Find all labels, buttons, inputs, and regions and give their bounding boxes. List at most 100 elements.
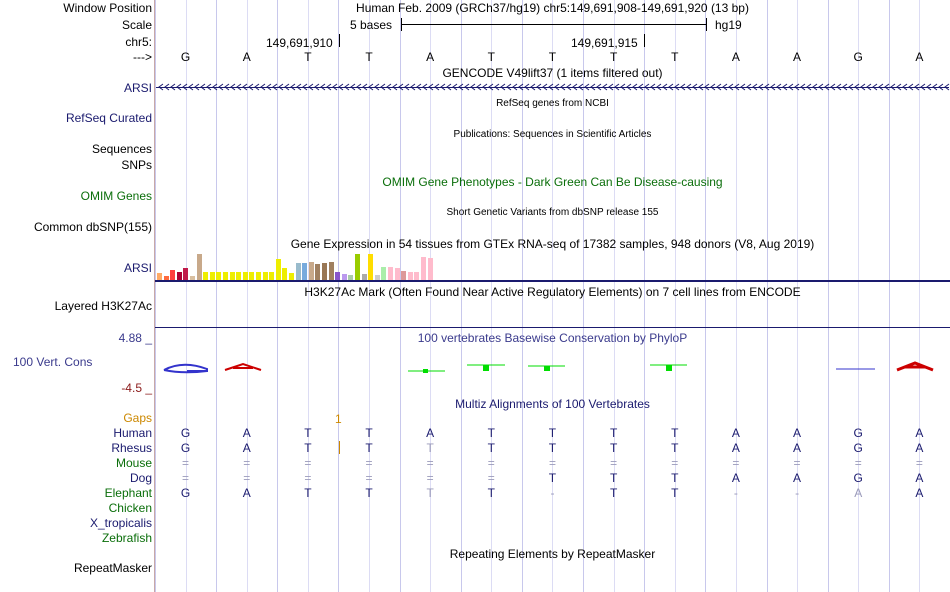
gtex-tissue-bar[interactable] <box>388 267 393 280</box>
gencode-gene-line[interactable] <box>156 87 949 88</box>
strand-arrow <box>872 83 878 91</box>
gtex-tissue-bar[interactable] <box>341 274 347 280</box>
strand-arrow <box>764 83 770 91</box>
gtex-tissue-bar[interactable] <box>157 273 162 280</box>
gtex-tissue-bar[interactable] <box>196 254 202 280</box>
gencode-gene-label[interactable]: ARSI <box>123 81 152 95</box>
gtex-tissue-bar[interactable] <box>275 259 281 280</box>
multiz-track-title[interactable]: Multiz Alignments of 100 Vertebrates <box>455 397 650 411</box>
omim-label[interactable]: OMIM Genes <box>80 189 152 203</box>
gaps-value: 1 <box>335 412 342 426</box>
gtex-track-title[interactable]: Gene Expression in 54 tissues from GTEx … <box>290 237 815 251</box>
repeatmasker-track-title[interactable]: Repeating Elements by RepeatMasker <box>449 547 656 561</box>
gtex-tissue-bar[interactable] <box>328 262 334 280</box>
strand-arrow <box>698 83 704 91</box>
gtex-tissue-bar[interactable] <box>295 263 301 280</box>
gtex-tissue-bar[interactable] <box>407 272 413 280</box>
strand-arrow <box>470 83 476 91</box>
strand-arrow <box>362 83 368 91</box>
sequence-base: T <box>609 50 618 64</box>
species-label-zebrafish[interactable]: Zebrafish <box>101 531 152 545</box>
h3k27ac-track-title[interactable]: H3K27Ac Mark (Often Found Near Active Re… <box>304 285 801 299</box>
gtex-tissue-bar[interactable] <box>361 274 367 280</box>
sequence-base: T <box>365 50 373 64</box>
alignment-base: A <box>793 471 802 485</box>
refseq-label[interactable]: RefSeq Curated <box>65 111 152 125</box>
strand-arrow <box>506 83 512 91</box>
publications-track-title[interactable]: Publications: Sequences in Scientific Ar… <box>453 129 652 140</box>
alignment-base: = <box>854 456 862 470</box>
strand-arrow <box>800 83 806 91</box>
refseq-track-title[interactable]: RefSeq genes from NCBI <box>496 98 609 109</box>
species-label-elephant[interactable]: Elephant <box>104 486 152 500</box>
gencode-track-title[interactable]: GENCODE V49lift37 (1 items filtered out) <box>442 66 663 80</box>
strand-arrow <box>770 83 776 91</box>
strand-arrow <box>638 83 644 91</box>
gtex-tissue-bar[interactable] <box>414 272 420 280</box>
gtex-tissue-bar[interactable] <box>163 276 169 280</box>
gtex-expression-chart[interactable] <box>156 252 536 280</box>
alignment-base: G <box>180 426 191 440</box>
phylop-signal[interactable] <box>155 355 950 380</box>
alignment-base: - <box>795 486 800 500</box>
gaps-label[interactable]: Gaps <box>123 411 152 425</box>
phylop-track-title[interactable]: 100 vertebrates Basewise Conservation by… <box>417 331 688 345</box>
h3k27ac-label[interactable]: Layered H3K27Ac <box>54 299 152 313</box>
gtex-tissue-bar[interactable] <box>176 272 182 280</box>
gtex-tissue-bar[interactable] <box>335 272 341 280</box>
strand-arrow <box>356 83 362 91</box>
gtex-tissue-bar[interactable] <box>368 254 374 280</box>
gtex-tissue-bar[interactable] <box>203 272 209 280</box>
omim-track-title[interactable]: OMIM Gene Phenotypes - Dark Green Can Be… <box>382 175 723 189</box>
species-label-mouse[interactable]: Mouse <box>115 456 152 470</box>
species-label-rhesus[interactable]: Rhesus <box>111 441 152 455</box>
snps-label[interactable]: SNPs <box>121 158 152 172</box>
gtex-tissue-bar[interactable] <box>322 263 327 280</box>
gtex-tissue-bar[interactable] <box>242 272 248 280</box>
gtex-tissue-bar[interactable] <box>355 254 360 280</box>
strand-arrow <box>842 83 848 91</box>
gtex-tissue-bar[interactable] <box>216 272 222 280</box>
gtex-tissue-bar[interactable] <box>170 270 176 280</box>
gtex-tissue-bar[interactable] <box>262 272 268 280</box>
phylop-label[interactable]: 100 Vert. Cons <box>13 355 93 369</box>
gtex-tissue-bar[interactable] <box>374 275 380 280</box>
gtex-tissue-bar[interactable] <box>269 272 275 280</box>
gtex-tissue-bar[interactable] <box>289 273 294 280</box>
grid-line <box>827 0 829 592</box>
gtex-tissue-bar[interactable] <box>209 272 215 280</box>
species-label-x_tropicalis[interactable]: X_tropicalis <box>89 516 152 530</box>
gtex-tissue-bar[interactable] <box>315 264 321 280</box>
gtex-tissue-bar[interactable] <box>282 268 288 280</box>
gtex-tissue-bar[interactable] <box>302 263 308 280</box>
gtex-tissue-bar[interactable] <box>401 271 407 280</box>
repeatmasker-label[interactable]: RepeatMasker <box>73 561 152 575</box>
gtex-tissue-bar[interactable] <box>421 257 426 280</box>
gencode-strand-arrows[interactable] <box>155 83 950 93</box>
dbsnp-label[interactable]: Common dbSNP(155) <box>33 220 152 234</box>
gtex-tissue-bar[interactable] <box>427 258 433 280</box>
gtex-tissue-bar[interactable] <box>348 275 354 280</box>
sequences-label[interactable]: Sequences <box>91 142 152 156</box>
species-label-dog[interactable]: Dog <box>129 471 152 485</box>
gtex-tissue-bar[interactable] <box>308 262 314 280</box>
gtex-tissue-bar[interactable] <box>223 272 228 280</box>
species-label-chicken[interactable]: Chicken <box>108 501 152 515</box>
species-label-human[interactable]: Human <box>113 426 152 440</box>
grid-line <box>797 0 799 592</box>
gtex-tissue-bar[interactable] <box>381 267 387 280</box>
dbsnp-track-title[interactable]: Short Genetic Variants from dbSNP releas… <box>446 207 659 218</box>
gtex-tissue-bar[interactable] <box>183 268 189 280</box>
strand-arrow <box>866 83 872 91</box>
gtex-gene-label[interactable]: ARSI <box>123 261 152 275</box>
gtex-tissue-bar[interactable] <box>229 272 235 280</box>
gtex-tissue-bar[interactable] <box>394 268 400 280</box>
grid-line <box>583 0 585 592</box>
gtex-tissue-bar[interactable] <box>256 272 261 280</box>
strand-arrow <box>632 83 638 91</box>
gtex-tissue-bar[interactable] <box>236 272 242 280</box>
gtex-tissue-bar[interactable] <box>190 276 195 280</box>
gtex-tissue-bar[interactable] <box>249 272 255 280</box>
alignment-base: T <box>671 426 679 440</box>
strand-arrow <box>734 83 740 91</box>
